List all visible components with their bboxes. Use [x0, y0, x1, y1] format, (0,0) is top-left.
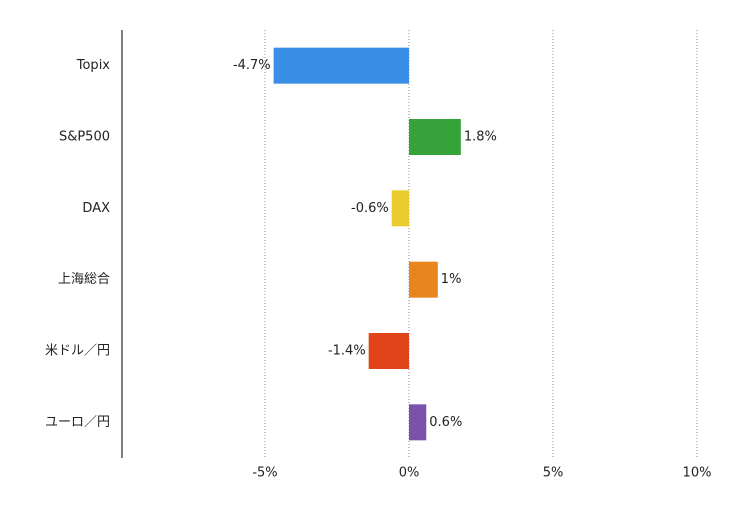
y-tick-label: DAX — [82, 201, 110, 216]
bar — [368, 333, 409, 369]
data-label: 1% — [441, 272, 462, 287]
y-tick-label: 米ドル／円 — [45, 344, 110, 359]
bar — [409, 404, 427, 441]
x-tick-label: -5% — [252, 466, 277, 481]
y-tick-label: S&P500 — [59, 130, 110, 145]
data-label: 0.6% — [429, 415, 462, 430]
x-tick-label: 0% — [399, 466, 420, 481]
data-label: -1.4% — [328, 344, 366, 359]
y-tick-label: ユーロ／円 — [45, 415, 110, 430]
data-label: -4.7% — [233, 58, 271, 73]
x-tick-label: 5% — [543, 466, 564, 481]
data-label: 1.8% — [464, 130, 497, 145]
y-tick-label: Topix — [76, 58, 111, 73]
data-label: -0.6% — [351, 201, 389, 216]
bar — [273, 47, 409, 84]
bar — [391, 190, 409, 227]
bar — [409, 261, 438, 298]
bar — [409, 119, 461, 155]
y-tick-label: 上海総合 — [58, 272, 110, 287]
x-tick-label: 10% — [683, 466, 712, 481]
